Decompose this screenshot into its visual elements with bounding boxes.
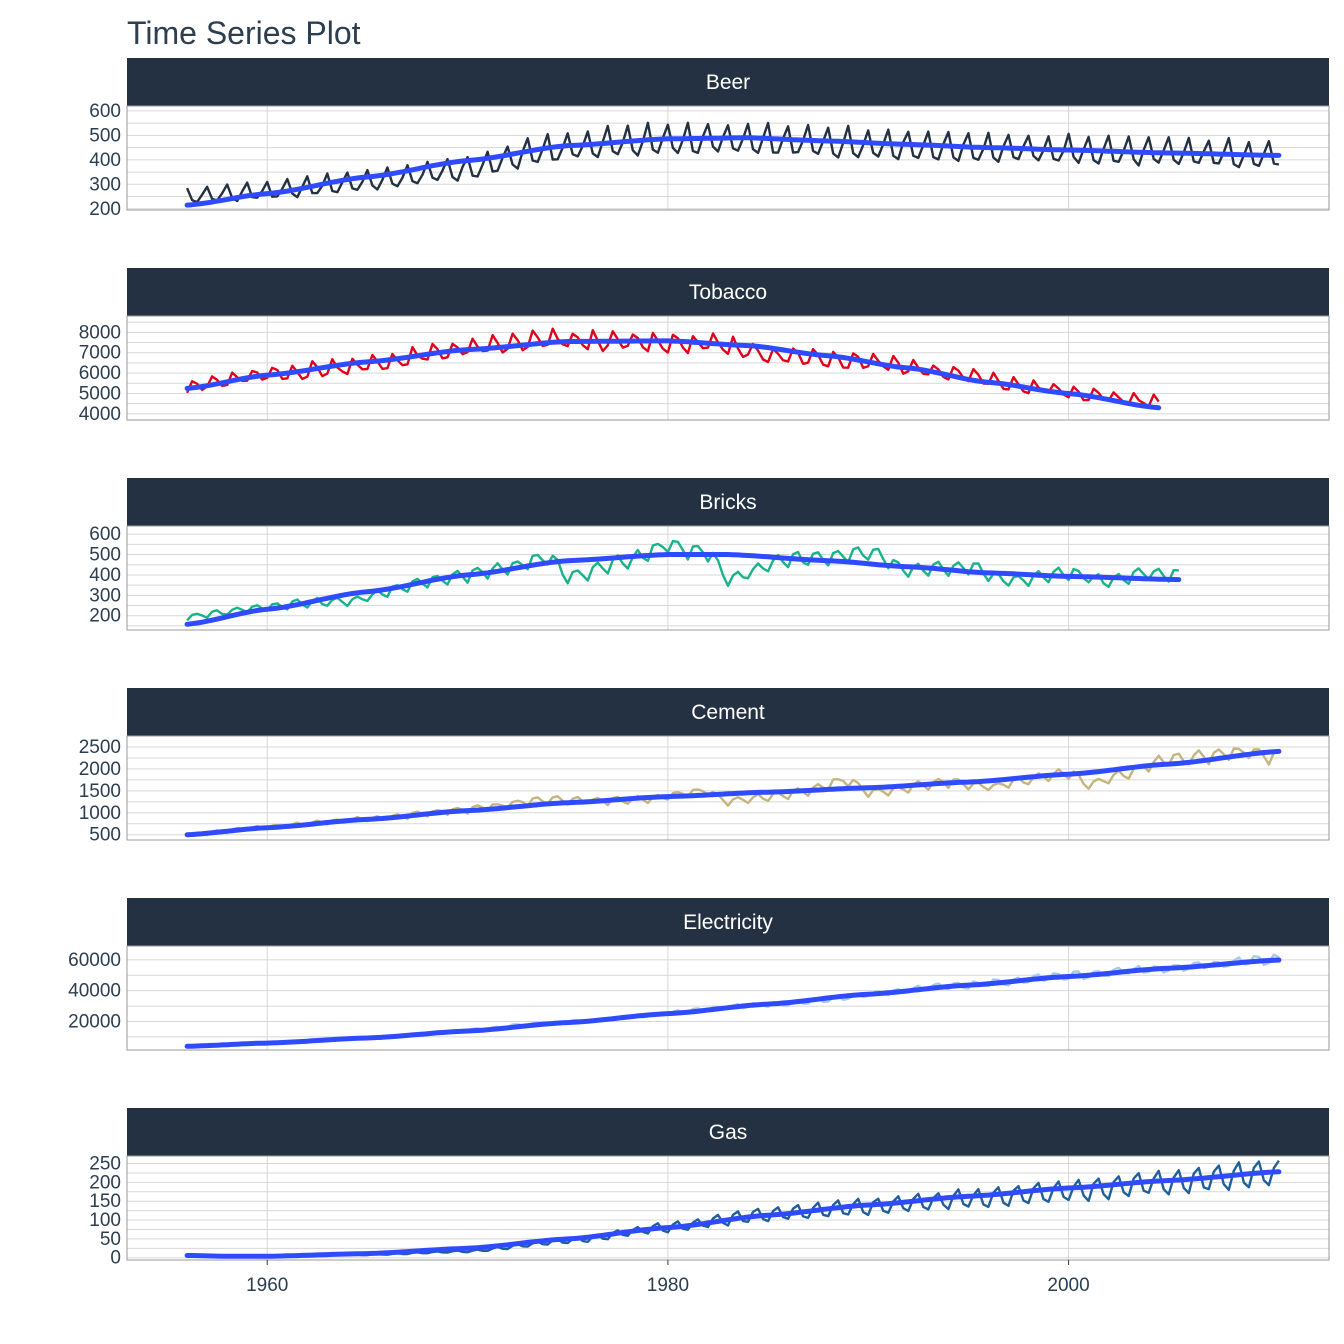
trend-line-bricks: [184, 552, 1182, 627]
y-tick-label: 600: [89, 524, 121, 545]
y-tick-label: 600: [89, 101, 121, 122]
facet-strip-label: Electricity: [683, 911, 773, 934]
facet-strip-label: Bricks: [699, 491, 756, 514]
y-tick-label: 5000: [79, 383, 121, 404]
y-tick-label: 50: [100, 1229, 121, 1250]
x-tick-label: 1960: [246, 1275, 288, 1296]
y-tick-label: 150: [89, 1191, 121, 1212]
y-tick-label: 8000: [79, 322, 121, 343]
series-line-electricity: [186, 953, 1280, 1048]
y-tick-label: 500: [89, 545, 121, 566]
series-line-gas: [187, 1160, 1280, 1258]
y-tick-label: 7000: [79, 343, 121, 364]
facet-strip: [127, 898, 1329, 946]
y-tick-label: 4000: [79, 404, 121, 425]
facet-strip-label: Tobacco: [689, 281, 767, 304]
y-tick-label: 2500: [79, 737, 121, 758]
facet-strip: [127, 478, 1329, 526]
y-tick-label: 300: [89, 174, 121, 195]
y-tick-label: 200: [89, 606, 121, 627]
trend-line-gas: [184, 1169, 1282, 1259]
panel-border: [126, 525, 1330, 631]
y-tick-label: 2000: [79, 759, 121, 780]
y-tick-label: 6000: [79, 363, 121, 384]
y-tick-label: 1000: [79, 803, 121, 824]
facet-strip: [127, 688, 1329, 736]
x-tick-label: 2000: [1047, 1275, 1089, 1296]
facet-strip-label: Gas: [709, 1121, 748, 1144]
panel-border: [126, 315, 1330, 421]
y-tick-label: 500: [89, 125, 121, 146]
y-tick-label: 20000: [68, 1011, 121, 1032]
trend-line-tobacco: [184, 338, 1162, 411]
trend-line-beer: [184, 135, 1282, 208]
y-tick-label: 1500: [79, 781, 121, 802]
trend-line-electricity: [184, 957, 1282, 1049]
y-tick-label: 400: [89, 150, 121, 171]
facet-strip: [127, 268, 1329, 316]
trend-line-cement: [184, 748, 1282, 838]
facet-strip-label: Cement: [691, 701, 765, 724]
x-tick-label: 1980: [647, 1275, 689, 1296]
facet-strip: [127, 1108, 1329, 1156]
y-tick-label: 100: [89, 1210, 121, 1231]
x-axis: 1960 1980 2000: [246, 1260, 1090, 1296]
y-tick-label: 0: [110, 1248, 121, 1269]
panel-border: [126, 1155, 1330, 1261]
y-tick-label: 500: [89, 825, 121, 846]
facet-panels: Beer200300400500600Tobacco40005000600070…: [68, 58, 1330, 1269]
y-tick-label: 200: [89, 1172, 121, 1193]
facet-strip: [127, 58, 1329, 106]
y-tick-label: 250: [89, 1154, 121, 1175]
series-line-beer: [185, 121, 1280, 204]
facet-electricity: Electricity 20000 40000 60000: [68, 898, 1330, 1051]
series-line-tobacco: [185, 327, 1160, 408]
panel-border: [126, 105, 1330, 211]
panel-border: [126, 945, 1330, 1051]
y-tick-label: 40000: [68, 981, 121, 1002]
y-tick-label: 200: [89, 199, 121, 220]
panel-border: [126, 735, 1330, 841]
y-tick-label: 400: [89, 565, 121, 586]
facet-beer: Beer 200 300 400 500 600: [89, 58, 1330, 220]
y-tick-label: 60000: [68, 950, 121, 971]
facet-strip-label: Beer: [706, 71, 750, 94]
series-line-bricks: [186, 539, 1179, 622]
chart-title: Time Series Plot: [127, 15, 361, 51]
y-tick-label: 300: [89, 585, 121, 606]
